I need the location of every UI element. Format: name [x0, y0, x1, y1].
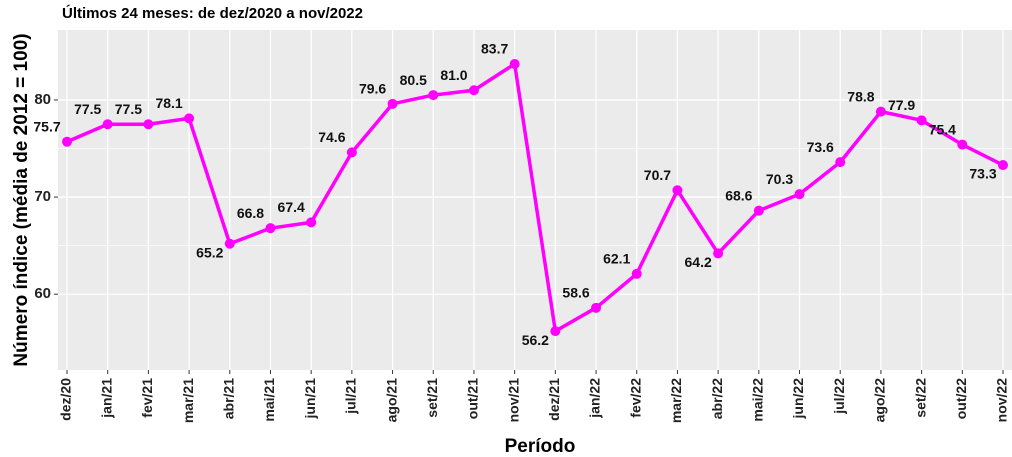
data-label: 67.4 [278, 199, 305, 215]
data-label: 73.3 [969, 166, 996, 182]
point [753, 205, 764, 216]
data-label: 68.6 [725, 187, 752, 203]
point [794, 189, 805, 200]
point [346, 147, 357, 158]
chart-title: Últimos 24 meses: de dez/2020 a nov/2022 [62, 4, 363, 22]
data-label: 75.7 [33, 118, 60, 134]
data-label: 56.2 [522, 332, 549, 348]
x-tick-label: abr/21 [220, 378, 236, 419]
x-tick-label: jun/21 [302, 378, 318, 420]
y-tick-label: 80 [34, 91, 51, 108]
point [509, 59, 520, 69]
x-tick-label: jan/21 [98, 378, 114, 419]
data-label: 64.2 [685, 254, 712, 270]
point [631, 268, 642, 279]
x-tick-label: nov/21 [505, 378, 521, 423]
point [713, 248, 724, 259]
data-label: 78.8 [847, 88, 874, 104]
x-tick-label: dez/21 [546, 378, 562, 421]
x-tick-label: jul/21 [343, 378, 359, 415]
x-tick-label: set/22 [912, 378, 928, 418]
data-label: 78.1 [155, 95, 182, 111]
x-tick-label: jan/22 [587, 378, 603, 419]
data-label: 73.6 [807, 139, 834, 155]
data-label: 66.8 [237, 205, 264, 221]
data-label: 77.5 [115, 101, 142, 117]
x-tick-label: set/21 [424, 378, 440, 418]
data-label: 81.0 [440, 67, 467, 83]
data-label: 74.6 [318, 129, 345, 145]
data-label: 75.4 [929, 121, 956, 137]
point [62, 136, 72, 147]
point [387, 98, 398, 109]
data-label: 70.7 [644, 167, 671, 183]
point [102, 119, 113, 130]
point [550, 326, 561, 337]
x-tick-label: mar/21 [180, 378, 196, 423]
line [66, 62, 1004, 333]
point [468, 85, 479, 96]
x-tick-label: mai/22 [750, 378, 766, 422]
x-tick-label: jul/22 [831, 378, 847, 415]
point [428, 90, 439, 101]
data-label: 83.7 [481, 41, 508, 57]
point [306, 217, 317, 228]
x-tick-label: out/21 [465, 378, 481, 419]
data-label: 65.2 [196, 244, 223, 260]
point [265, 223, 276, 234]
point [591, 302, 602, 313]
point [957, 139, 968, 150]
point [916, 115, 927, 126]
y-tick-label: 70 [34, 188, 51, 205]
data-label: 77.5 [74, 101, 101, 117]
data-label: 58.6 [562, 285, 589, 301]
data-label: 77.9 [888, 97, 915, 113]
x-axis-label: Período [505, 436, 576, 457]
point [184, 113, 195, 124]
x-tick-label: abr/22 [709, 378, 725, 419]
y-tick-label: 60 [34, 285, 51, 302]
point [143, 119, 154, 130]
x-tick-label: mai/21 [261, 378, 277, 422]
x-tick-label: jun/22 [790, 378, 806, 420]
data-label: 62.1 [603, 251, 630, 267]
x-tick-label: out/22 [953, 378, 969, 419]
x-tick-label: nov/22 [994, 378, 1010, 423]
y-axis-label: Número índice (média de 2012 = 100) [11, 33, 32, 366]
x-tick-label: fev/22 [627, 378, 643, 418]
x-tick-label: ago/22 [872, 378, 888, 423]
point [672, 185, 683, 196]
data-label: 80.5 [400, 72, 427, 88]
point [835, 157, 846, 168]
x-tick-label: dez/20 [58, 378, 74, 421]
x-tick-label: fev/21 [139, 378, 155, 418]
data-label: 79.6 [359, 81, 386, 97]
point [224, 238, 235, 249]
point [875, 106, 886, 117]
data-label: 70.3 [766, 171, 793, 187]
x-tick-label: mar/22 [668, 378, 684, 423]
x-tick-label: ago/21 [383, 378, 399, 423]
point [998, 160, 1008, 171]
